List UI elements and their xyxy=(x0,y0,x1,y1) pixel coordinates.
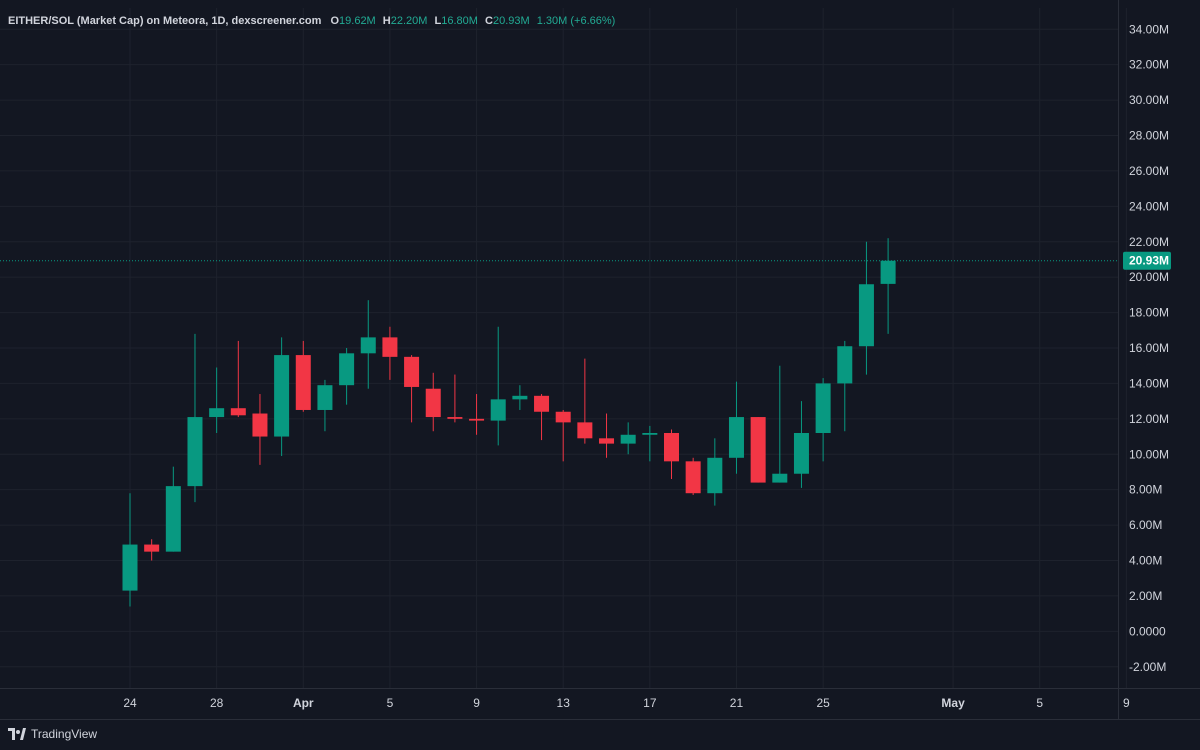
y-tick-label: 14.00M xyxy=(1129,376,1169,390)
symbol-legend: EITHER/SOL (Market Cap) on Meteora, 1D, … xyxy=(8,15,619,27)
candle-body xyxy=(339,353,355,386)
x-tick-label: 17 xyxy=(643,696,657,710)
low-label: L xyxy=(434,15,442,27)
high-label: H xyxy=(382,15,391,27)
y-tick-label: 10.00M xyxy=(1129,447,1169,461)
footer-bar xyxy=(0,719,1200,750)
last-price-label: 20.93M xyxy=(1129,254,1169,268)
candle-body xyxy=(555,411,571,423)
high-value: 22.20M xyxy=(390,15,428,27)
low-value: 16.80M xyxy=(441,15,478,27)
candle-body xyxy=(707,457,723,494)
candle-body xyxy=(252,413,268,437)
x-tick-label: 9 xyxy=(473,696,480,710)
candle-body xyxy=(728,417,744,458)
y-tick-label: 32.00M xyxy=(1129,58,1169,72)
time-axis[interactable]: 24 28 Apr 5 9 13 17 21 25 May 5 9 xyxy=(0,688,1200,711)
y-tick-label: 30.00M xyxy=(1129,93,1169,107)
x-tick-label: 13 xyxy=(557,696,571,710)
x-tick-label: 21 xyxy=(730,696,744,710)
x-tick-label: 28 xyxy=(210,696,224,710)
candle-body xyxy=(837,346,853,384)
candle-body xyxy=(534,395,550,412)
y-tick-label: 0.0000 xyxy=(1129,624,1166,638)
last-price-badge-bg xyxy=(1123,251,1171,270)
y-tick-label: -2.00M xyxy=(1129,660,1166,674)
candle-body xyxy=(664,433,679,462)
candle-body xyxy=(165,486,181,552)
candle-body xyxy=(122,544,138,591)
candle-body xyxy=(425,388,441,418)
y-tick-label: 24.00M xyxy=(1129,199,1169,213)
last-price-badge: 20.93M xyxy=(1123,251,1171,270)
candle-body xyxy=(360,337,376,354)
grid xyxy=(0,8,1127,688)
y-tick-label: 20.00M xyxy=(1129,270,1169,284)
y-tick-label: 34.00M xyxy=(1129,22,1169,36)
y-tick-label: 2.00M xyxy=(1129,589,1162,603)
y-tick-label: 28.00M xyxy=(1129,129,1169,143)
y-tick-label: 12.00M xyxy=(1129,412,1169,426)
open-label: O xyxy=(330,15,340,27)
candle-body xyxy=(274,355,290,437)
candle-body xyxy=(187,417,203,487)
x-tick-label: 9 xyxy=(1123,696,1130,710)
y-tick-label: 26.00M xyxy=(1129,164,1169,178)
candle-body xyxy=(447,417,463,419)
candle-body xyxy=(144,544,160,552)
x-tick-label: 5 xyxy=(1036,696,1043,710)
candle-body xyxy=(404,356,420,387)
candle-body xyxy=(469,418,485,421)
candle-body xyxy=(599,438,615,444)
candle-body xyxy=(880,260,896,284)
y-tick-label: 6.00M xyxy=(1129,518,1162,532)
x-tick-label: 5 xyxy=(387,696,394,710)
candle-body xyxy=(858,284,874,347)
candle-body xyxy=(230,408,246,416)
y-tick-label: 4.00M xyxy=(1129,554,1162,568)
x-tick-label: 25 xyxy=(816,696,830,710)
change-value: 1.30M (+6.66%) xyxy=(536,15,616,27)
candle-body xyxy=(317,385,333,410)
candle-body xyxy=(295,355,311,410)
close-value: 20.93M xyxy=(492,15,530,27)
y-tick-label: 18.00M xyxy=(1129,306,1169,320)
candle-body xyxy=(793,433,809,474)
tradingview-brand[interactable]: TradingView xyxy=(8,725,97,743)
candle-body xyxy=(815,383,831,433)
candle-body xyxy=(209,408,225,418)
candle-body xyxy=(577,422,593,439)
candle-body xyxy=(772,473,788,483)
candle-body xyxy=(620,434,636,444)
tradingview-logo-icon xyxy=(8,728,26,740)
price-axis[interactable]: 34.00M 32.00M 30.00M 28.00M 26.00M 24.00M 22.0… xyxy=(1118,0,1170,719)
x-tick-label: 24 xyxy=(123,696,137,710)
candle-body xyxy=(382,337,398,357)
candle-body xyxy=(490,399,506,421)
brand-name: TradingView xyxy=(31,727,98,741)
candle-body xyxy=(750,417,766,483)
y-tick-label: 22.00M xyxy=(1129,235,1169,249)
candle-body xyxy=(642,433,658,435)
y-tick-label: 16.00M xyxy=(1129,341,1169,355)
close-label: C xyxy=(485,15,493,27)
symbol-title: EITHER/SOL (Market Cap) on Meteora, 1D, … xyxy=(8,15,322,27)
open-value: 19.62M xyxy=(339,15,376,27)
candle-body xyxy=(512,395,528,400)
candle-body xyxy=(685,461,701,494)
y-tick-label: 8.00M xyxy=(1129,483,1162,497)
x-tick-label: May xyxy=(941,696,965,710)
candles xyxy=(122,238,896,607)
x-tick-label: Apr xyxy=(293,696,314,710)
